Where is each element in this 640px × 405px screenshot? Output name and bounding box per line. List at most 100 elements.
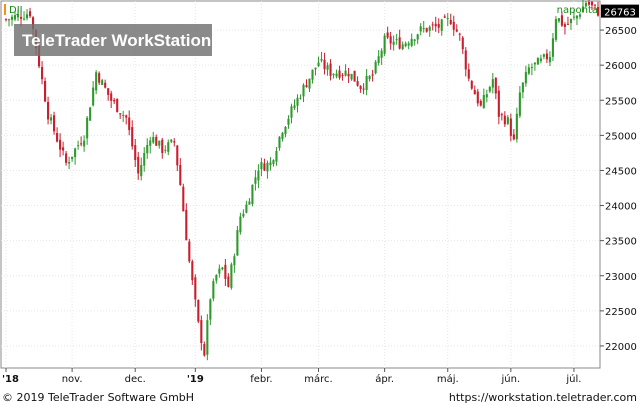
candle-body [446, 18, 449, 20]
candle-body [386, 32, 389, 38]
candle-body [455, 29, 458, 32]
candle-body [308, 78, 311, 89]
period-label[interactable]: naponta [557, 5, 598, 16]
candle-body [44, 80, 47, 102]
candle-body [155, 136, 158, 146]
candle-body [332, 73, 335, 76]
candle-body [28, 11, 32, 17]
x-tick-label: máj. [437, 373, 459, 385]
candle-body [266, 162, 269, 172]
candle-body [278, 136, 281, 149]
y-tick-label: 26000 [605, 61, 637, 72]
candle-body [269, 162, 272, 166]
candle-body [200, 320, 203, 344]
candle-body [392, 41, 395, 45]
candle-body [224, 264, 227, 279]
candle-body [104, 82, 107, 88]
candle-body [71, 156, 74, 160]
candle-body [131, 127, 134, 147]
candle-body [227, 276, 230, 287]
candle-body [395, 39, 398, 41]
candle-body [233, 256, 236, 266]
candle-body [317, 62, 320, 67]
candle-body [566, 23, 570, 25]
y-tick-label: 26500 [605, 26, 637, 37]
candle-body [320, 59, 323, 61]
candle-body [461, 37, 464, 50]
candle-body [31, 17, 35, 29]
candle-body [41, 66, 44, 80]
candle-body [389, 36, 392, 44]
candle-body [116, 98, 119, 113]
candle-body [494, 77, 497, 94]
candle-body [122, 114, 125, 116]
candle-body [287, 118, 290, 125]
candle-body [491, 79, 494, 88]
y-axis: 26500 26000 25500 25000 24500 24000 23500 23000… [600, 26, 637, 353]
candle-body [434, 23, 437, 27]
candle-body [365, 75, 368, 91]
candle-body [83, 140, 86, 147]
candle-body [398, 37, 401, 49]
candle-body [95, 72, 98, 91]
candle-body [380, 50, 383, 58]
candle-body [146, 144, 149, 154]
candle-body [329, 63, 332, 76]
candle-body [383, 35, 386, 54]
candle-body [275, 150, 278, 162]
candle-body [452, 21, 455, 30]
candle-body [25, 14, 29, 19]
candle-body [50, 117, 53, 121]
copyright-text: © 2019 TeleTrader Software GmbH [2, 391, 194, 404]
candle-body [572, 16, 576, 18]
y-tick-label: 23000 [605, 272, 637, 283]
candle-body [257, 170, 260, 181]
candle-body [128, 117, 131, 131]
candle-body [539, 58, 542, 62]
candle-body [137, 156, 140, 174]
x-axis: '18 nov. dec. '19 febr. márc. ápr. máj. jún. júl. [2, 368, 581, 385]
candle-body [515, 113, 518, 140]
candle-body [293, 105, 296, 108]
candle-body [503, 115, 506, 125]
candle-body [263, 163, 266, 171]
candle-body [182, 186, 185, 212]
candle-body [80, 143, 83, 145]
candle-body [302, 84, 305, 97]
plot-area [0, 0, 601, 369]
candle-body [473, 90, 476, 95]
watermark-text: TeleTrader WorkStation [22, 31, 211, 50]
candle-body [548, 57, 551, 63]
symbol-label[interactable]: DJI [9, 5, 23, 16]
y-tick-label: 22500 [605, 307, 637, 318]
candle-body [359, 85, 362, 89]
candle-body [347, 73, 350, 77]
candle-body [422, 28, 425, 30]
candle-body [485, 94, 488, 98]
candle-body [152, 137, 155, 143]
footer-url-link[interactable]: https://workstation.teletrader.com [449, 391, 637, 404]
candle-body [212, 281, 215, 299]
candle-body [419, 26, 422, 32]
candle-body [239, 216, 242, 233]
candle-body [413, 39, 416, 42]
x-tick-label: márc. [304, 373, 332, 385]
candle-body [167, 142, 170, 152]
candle-body [335, 73, 338, 77]
candle-body [16, 14, 20, 18]
candle-body [443, 16, 446, 18]
candle-body [377, 56, 380, 63]
candle-body [218, 268, 221, 274]
candle-body [176, 145, 179, 166]
candle-body [47, 101, 50, 120]
candle-body [401, 44, 404, 50]
candle-body [470, 80, 473, 89]
candle-body [173, 141, 176, 143]
candle-body [350, 73, 353, 80]
candle-body [353, 70, 356, 82]
candle-body [110, 93, 113, 101]
candle-body [362, 88, 365, 90]
candle-body [341, 74, 344, 76]
x-tick-label: dec. [125, 374, 146, 385]
